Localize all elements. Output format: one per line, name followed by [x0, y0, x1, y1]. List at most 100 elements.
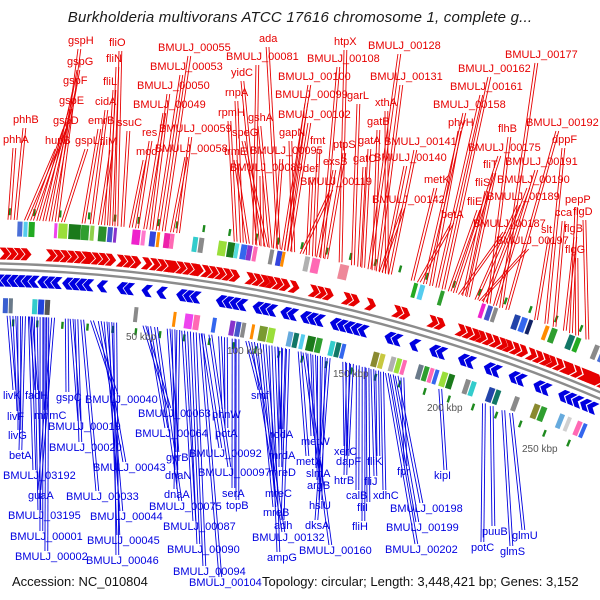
gene-label[interactable]: BMULJ_00094	[173, 566, 246, 578]
gene-label[interactable]: cidA	[95, 96, 117, 108]
gene-arrow[interactable]	[20, 248, 32, 261]
gene-block[interactable]	[191, 236, 199, 253]
gene-arrow[interactable]	[97, 252, 110, 266]
gene-block[interactable]	[2, 298, 9, 314]
gene-label[interactable]: fliL	[103, 76, 118, 88]
gene-label[interactable]: glmS	[500, 546, 526, 558]
gene-arrow[interactable]	[141, 284, 154, 298]
gene-label[interactable]: rodA	[270, 429, 294, 441]
gene-label[interactable]: gatC	[353, 153, 377, 165]
gene-arrow[interactable]	[454, 323, 468, 338]
gene-block[interactable]	[131, 229, 141, 246]
gene-block[interactable]	[491, 389, 502, 406]
gene-block[interactable]	[420, 365, 430, 382]
gene-arrow[interactable]	[489, 363, 504, 378]
gene-label[interactable]: flgB	[564, 223, 583, 235]
gene-block[interactable]	[399, 359, 408, 376]
gene-arrow[interactable]	[6, 247, 18, 260]
gene-label[interactable]: potC	[471, 542, 495, 554]
gene-arrow[interactable]	[37, 276, 49, 289]
gene-block[interactable]	[291, 332, 300, 349]
gene-label[interactable]: serA	[222, 488, 245, 500]
gene-arrow[interactable]	[189, 290, 202, 304]
gene-label[interactable]: fliN	[106, 53, 122, 65]
gene-label[interactable]: ptpS	[333, 139, 356, 151]
gene-arrow[interactable]	[90, 252, 103, 265]
gene-label[interactable]: BMULJ_00040	[85, 394, 158, 406]
gene-arrow[interactable]	[481, 332, 495, 347]
gene-label[interactable]: gatA	[358, 135, 381, 147]
gene-arrow[interactable]	[156, 286, 168, 300]
gene-block[interactable]	[23, 221, 28, 237]
gene-arrow[interactable]	[299, 310, 313, 325]
gene-arrow[interactable]	[264, 275, 277, 289]
gene-label[interactable]: dnaN	[165, 470, 192, 482]
gene-block[interactable]	[426, 367, 435, 384]
gene-label[interactable]: ampG	[267, 552, 297, 564]
gene-arrow[interactable]	[313, 313, 327, 328]
gene-label[interactable]: BMULJ_00019	[48, 421, 121, 433]
gene-arrow[interactable]	[155, 258, 168, 272]
gene-label[interactable]: BMULJ_00046	[86, 555, 159, 567]
gene-block[interactable]	[536, 405, 548, 423]
gene-arrow[interactable]	[524, 347, 539, 362]
gene-label[interactable]: BMULJ_00175	[468, 142, 541, 154]
gene-arrow[interactable]	[62, 277, 74, 290]
gene-label[interactable]: speG	[232, 127, 259, 139]
gene-label[interactable]: BMULJ_00189	[487, 191, 560, 203]
gene-label[interactable]: mreB	[263, 507, 290, 519]
gene-block[interactable]	[171, 311, 177, 327]
gene-arrow[interactable]	[508, 341, 523, 356]
gene-arrow[interactable]	[335, 318, 349, 333]
gene-arrow[interactable]	[390, 332, 404, 347]
gene-label[interactable]: trmE	[224, 146, 248, 158]
gene-block[interactable]	[467, 380, 477, 397]
gene-label[interactable]: fadH	[25, 390, 49, 402]
gene-block[interactable]	[438, 371, 449, 388]
gene-arrow[interactable]	[271, 276, 284, 291]
gene-label[interactable]: livF	[7, 411, 25, 423]
gene-arrow[interactable]	[278, 278, 291, 292]
gene-arrow[interactable]	[585, 400, 600, 416]
gene-arrow[interactable]	[0, 274, 5, 287]
gene-label[interactable]: BMULJ_00089	[230, 162, 303, 174]
gene-label[interactable]: BMULJ_00104	[189, 577, 262, 589]
gene-arrow[interactable]	[570, 394, 585, 409]
gene-arrow[interactable]	[69, 278, 81, 291]
gene-label[interactable]: BMULJ_00202	[385, 544, 458, 556]
forward-genes-track[interactable]	[0, 247, 600, 390]
gene-block[interactable]	[546, 327, 558, 344]
gene-label[interactable]: betA	[9, 450, 32, 462]
gene-block[interactable]	[80, 224, 90, 241]
gene-label[interactable]: BMULJ_00100	[278, 71, 351, 83]
gene-arrow[interactable]	[251, 273, 264, 287]
gene-label[interactable]: BMULJ_03195	[8, 510, 81, 522]
gene-block[interactable]	[53, 223, 58, 239]
gene-block[interactable]	[298, 333, 306, 350]
gene-arrow[interactable]	[501, 338, 516, 354]
gene-label[interactable]: fliM	[100, 136, 118, 148]
gene-block[interactable]	[477, 303, 486, 319]
gene-arrow[interactable]	[563, 391, 578, 407]
gene-arrow[interactable]	[340, 291, 354, 306]
gene-label[interactable]: gspC	[56, 392, 82, 404]
gene-label[interactable]: kipI	[434, 470, 452, 482]
gene-arrow[interactable]	[115, 254, 128, 267]
gene-arrow[interactable]	[7, 274, 19, 288]
gene-block[interactable]	[302, 256, 311, 272]
gene-arrow[interactable]	[474, 329, 488, 345]
gene-block[interactable]	[416, 284, 426, 301]
gene-arrow[interactable]	[122, 255, 135, 268]
gene-label[interactable]: potA	[215, 428, 238, 440]
gene-block[interactable]	[249, 324, 256, 340]
gene-arrow[interactable]	[207, 265, 220, 280]
gene-arrow[interactable]	[182, 262, 195, 275]
gene-block[interactable]	[517, 316, 529, 333]
gene-arrow[interactable]	[59, 250, 71, 263]
gene-label[interactable]: fliH	[352, 521, 368, 533]
gene-label[interactable]: BMULJ_00132	[252, 532, 325, 544]
gene-label[interactable]: BMULJ_00108	[307, 53, 380, 65]
gene-label[interactable]: gspF	[63, 75, 88, 87]
gene-label[interactable]: hslU	[309, 500, 332, 512]
gene-label[interactable]: gapN	[279, 127, 306, 139]
